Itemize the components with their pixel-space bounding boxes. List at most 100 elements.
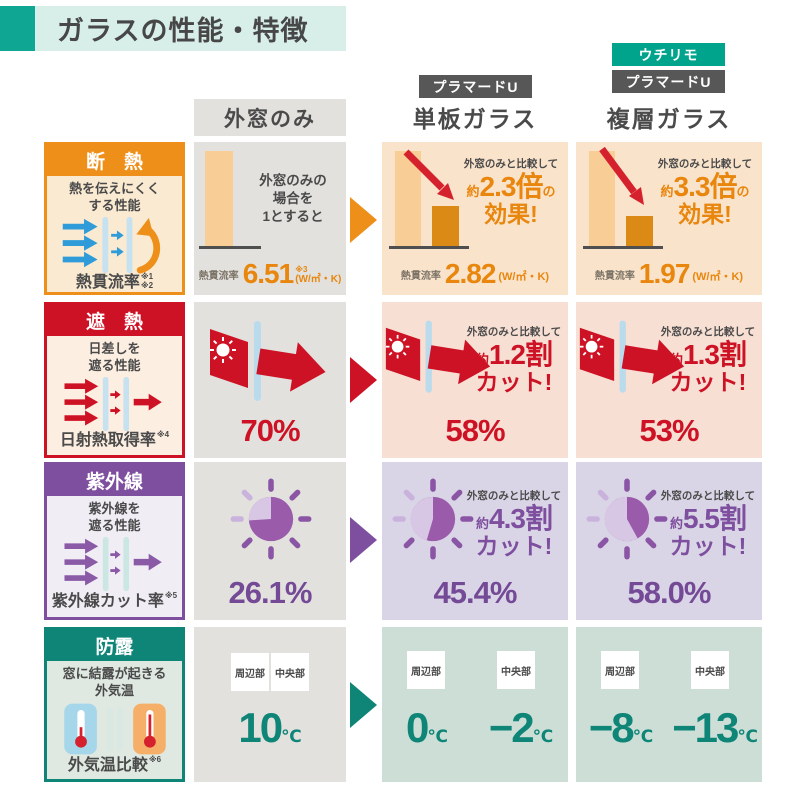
uv-value-double: 58.0% [627, 575, 712, 610]
row-desc-condensation: 窓に結露が起きる 外気温 [62, 666, 167, 698]
label-box-edge: 周辺部 [231, 653, 269, 691]
label-box-center: 中央部 [691, 651, 729, 689]
row-label-shading: 遮 熱 日差しを 遮る性能 日射熱取得率 ※4 [44, 302, 185, 458]
thermometer-icon [47, 700, 182, 758]
uv-value-single: 45.4% [433, 575, 518, 610]
compare-note: 外窓のみと比較して [660, 490, 756, 502]
compare-value: 約1.3割 [670, 339, 747, 370]
row-metric-uv: 紫外線カット率 ※5 [51, 591, 178, 610]
page-title-bar: ガラスの性能・特徴 [35, 6, 346, 51]
cell-condensation-single: 周辺部 中央部 0℃ −2℃ [382, 627, 568, 782]
bar-outer-reference [589, 151, 615, 246]
cell-insulation-outer: 外窓のみの 場合を 1とすると 熱貫流率 6.51 ※3 (W/㎡・K) [194, 142, 346, 295]
uv-sun-icon [392, 478, 474, 560]
decrease-arrow-icon [403, 149, 454, 200]
compare-block: 外窓のみと比較して 約1.3割 カット! [658, 324, 758, 395]
compare-effect: カット! [669, 369, 747, 395]
flow-arrow-insulation [350, 197, 377, 243]
chart-baseline [583, 246, 663, 249]
page-title: ガラスの性能・特徴 [57, 16, 309, 46]
bar-outer-window [205, 151, 233, 246]
compare-value: 約4.3割 [476, 503, 553, 534]
sun-shade-icon [210, 321, 326, 401]
uv-value-outer: 26.1% [228, 575, 313, 610]
insulation-arrows-icon [62, 216, 160, 274]
row-title-condensation: 防露 [47, 630, 182, 661]
brand-badge-single: プラマードU [419, 75, 532, 98]
label-box-center: 中央部 [497, 651, 535, 689]
compare-effect: カット! [475, 533, 553, 559]
temp-edge-double: −8℃ [588, 704, 654, 751]
u-value-outer: 熱貫流率 6.51 ※3 (W/㎡・K) [198, 258, 342, 290]
cell-insulation-single: 外窓のみと比較して 約2.3倍の 効果! 熱貫流率 2.82 (W/㎡・K) [382, 142, 568, 295]
series-badge-uchirimo: ウチリモ [612, 43, 725, 66]
label-box-edge: 周辺部 [407, 651, 445, 689]
compare-block: 外窓のみと比較して 約5.5割 カット! [658, 488, 758, 559]
cell-condensation-outer: 周辺部 中央部 10℃ [194, 627, 346, 782]
cell-condensation-double: 周辺部 中央部 −8℃ −13℃ [576, 627, 762, 782]
shading-arrows-icon [63, 376, 162, 431]
cell-insulation-double: 外窓のみと比較して 約3.3倍の 効果! 熱貫流率 1.97 (W/㎡・K) [576, 142, 762, 295]
cell-uv-outer: 26.1% [194, 462, 346, 620]
compare-note: 外窓のみと比較して [660, 326, 756, 338]
compare-block: 外窓のみと比較して 約2.3倍の 効果! [458, 156, 564, 227]
u-value-double: 熱貫流率 1.97 (W/㎡・K) [594, 258, 744, 290]
row-desc-insulation: 熱を伝えにくく する性能 [69, 181, 160, 213]
column-header-outer-only: 外窓のみ [194, 99, 346, 136]
label-box-edge: 周辺部 [601, 651, 639, 689]
compare-note: 外窓のみと比較して [466, 490, 562, 502]
column-title-single-glass: 単板ガラス [412, 106, 538, 132]
compare-note: 外窓のみと比較して [657, 158, 753, 170]
brand-badge-double-label: プラマードU [625, 73, 712, 90]
cell-shading-single: 外窓のみと比較して 約1.2割 カット! 58% [382, 302, 568, 458]
thermometers-icon [63, 703, 166, 755]
row-metric-condensation: 外気温比較 ※6 [67, 754, 162, 774]
compare-block: 外窓のみと比較して 約4.3割 カット! [464, 488, 564, 559]
compare-effect: カット! [669, 533, 747, 559]
temp-center-double: −13℃ [672, 704, 758, 751]
uv-sun-icon [586, 478, 668, 560]
cell-uv-double: 外窓のみと比較して 約5.5割 カット! 58.0% [576, 462, 762, 620]
shading-icon [47, 375, 182, 433]
baseline-note: 外窓のみの 場合を 1とすると [259, 173, 327, 225]
uv-block-icon [47, 535, 182, 594]
series-badge-uchirimo-label: ウチリモ [638, 46, 699, 63]
row-desc-uv: 紫外線を 遮る性能 [88, 501, 141, 533]
title-accent-square [0, 6, 35, 51]
row-title-shading: 遮 熱 [47, 305, 182, 336]
compare-note: 外窓のみと比較して [463, 158, 559, 170]
insulation-icon [47, 215, 182, 275]
shading-value-outer: 70% [240, 413, 300, 448]
shading-value-single: 58% [445, 413, 505, 448]
decrease-arrow-icon [599, 146, 644, 205]
u-value-single: 熱貫流率 2.82 (W/㎡・K) [400, 258, 550, 290]
compare-note: 外窓のみと比較して [466, 326, 562, 338]
row-label-insulation: 断 熱 熱を伝えにくく する性能 熱貫流率 ※1 ※2 [44, 142, 185, 295]
shading-value-double: 53% [639, 413, 699, 448]
bar-improved [626, 216, 653, 246]
chart-baseline [389, 246, 469, 249]
row-metric-shading: 日射熱取得率 ※4 [59, 429, 170, 449]
compare-effect: カット! [475, 369, 553, 395]
bar-improved [432, 206, 459, 246]
temp-edge-single: 0℃ [406, 704, 448, 751]
row-label-condensation: 防露 窓に結露が起きる 外気温 外気温比較 ※6 [44, 627, 185, 782]
compare-value: 約5.5割 [670, 503, 747, 534]
cell-shading-double: 外窓のみと比較して 約1.3割 カット! 53% [576, 302, 762, 458]
flow-arrow-condensation [350, 682, 377, 728]
uv-sun-icon [230, 478, 312, 560]
label-box-center: 中央部 [271, 653, 309, 691]
flow-arrow-uv [350, 517, 377, 563]
cell-uv-single: 外窓のみと比較して 約4.3割 カット! 45.4% [382, 462, 568, 620]
brand-badge-single-label: プラマードU [432, 78, 519, 95]
row-title-insulation: 断 熱 [47, 145, 182, 176]
compare-effect: 効果! [678, 201, 732, 227]
brand-badge-double: プラマードU [612, 70, 725, 93]
compare-block: 外窓のみと比較して 約3.3倍の 効果! [652, 156, 758, 227]
temp-center-single: −2℃ [488, 704, 554, 751]
column-header-outer-only-label: 外窓のみ [224, 107, 316, 131]
compare-value: 約2.3倍の [466, 171, 556, 202]
compare-value: 約3.3倍の [660, 171, 750, 202]
flow-arrow-shading [350, 357, 377, 403]
